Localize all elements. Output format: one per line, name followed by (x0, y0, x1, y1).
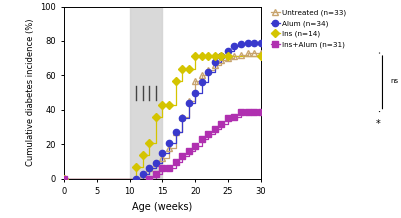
X-axis label: Age (weeks): Age (weeks) (132, 202, 192, 212)
Legend: Untreated (n=33), Alum (n=34), Ins (n=14), Ins+Alum (n=31): Untreated (n=33), Alum (n=34), Ins (n=14… (268, 7, 349, 51)
Text: *: * (376, 119, 381, 129)
Text: ns: ns (390, 78, 399, 83)
Bar (130, 7, 162, 179)
Y-axis label: Cumulative diabetes incidence (%): Cumulative diabetes incidence (%) (26, 19, 34, 166)
